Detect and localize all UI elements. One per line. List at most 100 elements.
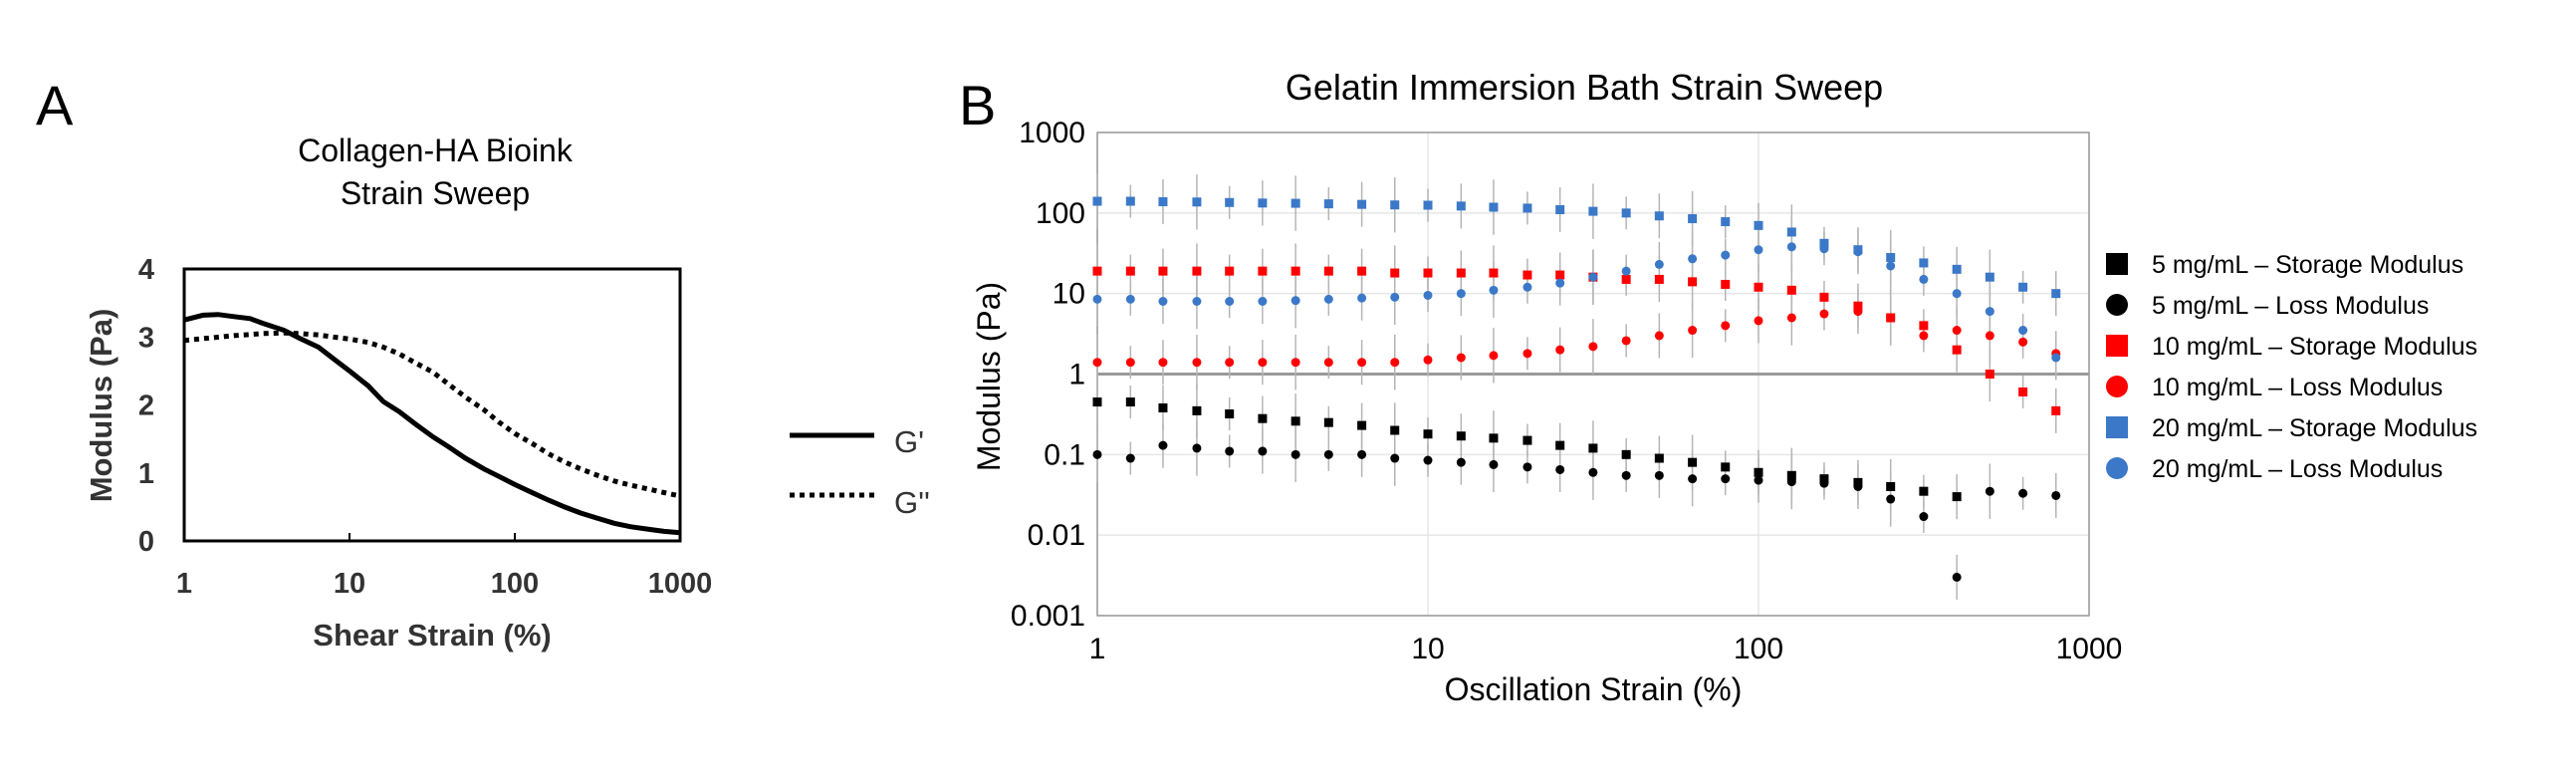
point-5-mg-ml-storage-modulus xyxy=(1192,405,1202,415)
point-5-mg-ml-storage-modulus xyxy=(1886,482,1896,492)
point-20-mg-ml-loss-modulus xyxy=(1985,307,1994,317)
point-20-mg-ml-loss-modulus xyxy=(1125,294,1135,304)
point-10-mg-ml-loss-modulus xyxy=(1423,355,1433,365)
point-20-mg-ml-loss-modulus xyxy=(1819,244,1829,254)
point-20-mg-ml-storage-modulus xyxy=(1323,199,1333,209)
chart-b-x-ticks: 1 10 100 1000 xyxy=(1089,633,2123,665)
point-5-mg-ml-loss-modulus xyxy=(1819,478,1829,488)
legend-swatch-5-mg-ml-loss-modulus xyxy=(2106,294,2128,316)
point-10-mg-ml-loss-modulus xyxy=(1688,326,1698,336)
point-10-mg-ml-storage-modulus xyxy=(1158,266,1168,276)
y-tick-label: 0.01 xyxy=(1028,519,1085,552)
point-10-mg-ml-loss-modulus xyxy=(1390,358,1400,368)
chart-b-plot: 1 10 100 1000 0.001 0.01 0.1 1 10 100 1000 xyxy=(1011,117,2122,665)
point-5-mg-ml-loss-modulus xyxy=(1522,462,1532,472)
point-20-mg-ml-loss-modulus xyxy=(1555,278,1565,288)
point-5-mg-ml-storage-modulus xyxy=(1423,429,1433,439)
point-10-mg-ml-loss-modulus xyxy=(1654,331,1664,341)
point-10-mg-ml-loss-modulus xyxy=(1754,316,1763,326)
y-tick-label: 2 xyxy=(138,390,154,422)
point-10-mg-ml-loss-modulus xyxy=(1489,351,1499,361)
point-5-mg-ml-storage-modulus xyxy=(1225,409,1235,419)
panel-label-b: B xyxy=(959,74,996,136)
point-10-mg-ml-storage-modulus xyxy=(1258,266,1268,276)
point-10-mg-ml-storage-modulus xyxy=(1819,292,1829,302)
point-20-mg-ml-storage-modulus xyxy=(1225,197,1235,207)
point-10-mg-ml-storage-modulus xyxy=(1390,268,1400,278)
point-20-mg-ml-storage-modulus xyxy=(1158,197,1168,207)
point-5-mg-ml-loss-modulus xyxy=(1654,470,1664,480)
point-5-mg-ml-storage-modulus xyxy=(1092,397,1102,407)
point-10-mg-ml-loss-modulus xyxy=(1456,353,1466,363)
point-20-mg-ml-storage-modulus xyxy=(1819,238,1829,248)
y-tick-label: 1 xyxy=(138,458,154,490)
chart-b-y-axis-label: Modulus (Pa) xyxy=(971,282,1007,471)
y-tick-label: 3 xyxy=(138,322,154,354)
point-20-mg-ml-storage-modulus xyxy=(1423,200,1433,210)
chart-a-x-axis-label: Shear Strain (%) xyxy=(313,618,551,652)
point-5-mg-ml-storage-modulus xyxy=(1654,453,1664,463)
point-10-mg-ml-loss-modulus xyxy=(1522,349,1532,359)
point-5-mg-ml-loss-modulus xyxy=(1621,470,1631,480)
point-5-mg-ml-loss-modulus xyxy=(1919,512,1929,522)
point-10-mg-ml-storage-modulus xyxy=(1225,266,1235,276)
point-20-mg-ml-loss-modulus xyxy=(1390,292,1400,302)
y-tick-label: 1000 xyxy=(1019,117,1085,149)
legend-swatch-10-mg-ml-storage-modulus xyxy=(2106,335,2128,357)
point-5-mg-ml-storage-modulus xyxy=(1952,492,1962,502)
point-20-mg-ml-loss-modulus xyxy=(1654,259,1664,269)
y-tick-label: 0.001 xyxy=(1011,600,1085,633)
point-5-mg-ml-loss-modulus xyxy=(1225,446,1235,456)
chart-a-title-line2: Strain Sweep xyxy=(341,175,530,211)
point-20-mg-ml-loss-modulus xyxy=(1754,245,1763,255)
point-5-mg-ml-storage-modulus xyxy=(1919,486,1929,496)
legend-label-10-mg-ml-storage-modulus: 10 mg/mL – Storage Modulus xyxy=(2152,333,2477,361)
point-5-mg-ml-loss-modulus xyxy=(1092,449,1102,459)
legend-swatch-20-mg-ml-storage-modulus xyxy=(2106,416,2128,438)
point-10-mg-ml-loss-modulus xyxy=(1588,342,1598,352)
chart-a-y-axis-label: Modulus (Pa) xyxy=(84,309,118,503)
point-20-mg-ml-storage-modulus xyxy=(1522,203,1532,213)
point-5-mg-ml-loss-modulus xyxy=(1588,467,1598,477)
point-5-mg-ml-storage-modulus xyxy=(1158,402,1168,412)
point-20-mg-ml-storage-modulus xyxy=(1489,202,1499,212)
point-20-mg-ml-loss-modulus xyxy=(1258,297,1268,307)
point-20-mg-ml-loss-modulus xyxy=(1357,293,1367,303)
point-20-mg-ml-loss-modulus xyxy=(1721,250,1731,260)
chart-b-title: Gelatin Immersion Bath Strain Sweep xyxy=(1286,67,1883,108)
chart-a-x-ticks: 1 10 100 1000 xyxy=(176,533,712,600)
point-5-mg-ml-loss-modulus xyxy=(1423,455,1433,465)
point-10-mg-ml-loss-modulus xyxy=(1092,358,1102,368)
point-5-mg-ml-loss-modulus xyxy=(1258,446,1268,456)
series-line-g-double-prime xyxy=(183,330,681,499)
y-tick-label: 4 xyxy=(138,254,154,286)
point-5-mg-ml-storage-modulus xyxy=(1621,449,1631,459)
point-10-mg-ml-loss-modulus xyxy=(1819,309,1829,319)
point-20-mg-ml-loss-modulus xyxy=(1192,297,1202,307)
point-10-mg-ml-storage-modulus xyxy=(1985,370,1994,379)
series-line-g-prime xyxy=(183,312,681,536)
point-10-mg-ml-loss-modulus xyxy=(1919,331,1929,341)
point-5-mg-ml-loss-modulus xyxy=(1323,449,1333,459)
chart-a-y-ticks: 0 1 2 3 4 xyxy=(138,254,154,558)
y-tick-label: 1 xyxy=(1068,359,1085,391)
point-5-mg-ml-storage-modulus xyxy=(1555,440,1565,450)
legend-label-5-mg-ml-storage-modulus: 5 mg/mL – Storage Modulus xyxy=(2152,251,2463,279)
point-20-mg-ml-loss-modulus xyxy=(2018,326,2028,336)
chart-a-legend: G' G'' xyxy=(790,424,930,520)
legend-label-20-mg-ml-loss-modulus: 20 mg/mL – Loss Modulus xyxy=(2152,455,2443,483)
y-tick-label: 0.1 xyxy=(1044,438,1085,471)
point-5-mg-ml-storage-modulus xyxy=(1489,433,1499,443)
point-5-mg-ml-loss-modulus xyxy=(1125,453,1135,463)
point-10-mg-ml-storage-modulus xyxy=(1357,266,1367,276)
point-10-mg-ml-loss-modulus xyxy=(2018,337,2028,347)
legend-swatch-10-mg-ml-loss-modulus xyxy=(2106,376,2128,397)
point-20-mg-ml-loss-modulus xyxy=(1886,261,1896,271)
point-5-mg-ml-storage-modulus xyxy=(1125,397,1135,407)
point-20-mg-ml-loss-modulus xyxy=(1919,274,1929,284)
point-5-mg-ml-storage-modulus xyxy=(1754,467,1763,477)
y-tick-label: 100 xyxy=(1036,197,1085,230)
point-5-mg-ml-loss-modulus xyxy=(1786,477,1796,487)
point-10-mg-ml-storage-modulus xyxy=(1456,268,1466,278)
point-5-mg-ml-storage-modulus xyxy=(1323,417,1333,427)
